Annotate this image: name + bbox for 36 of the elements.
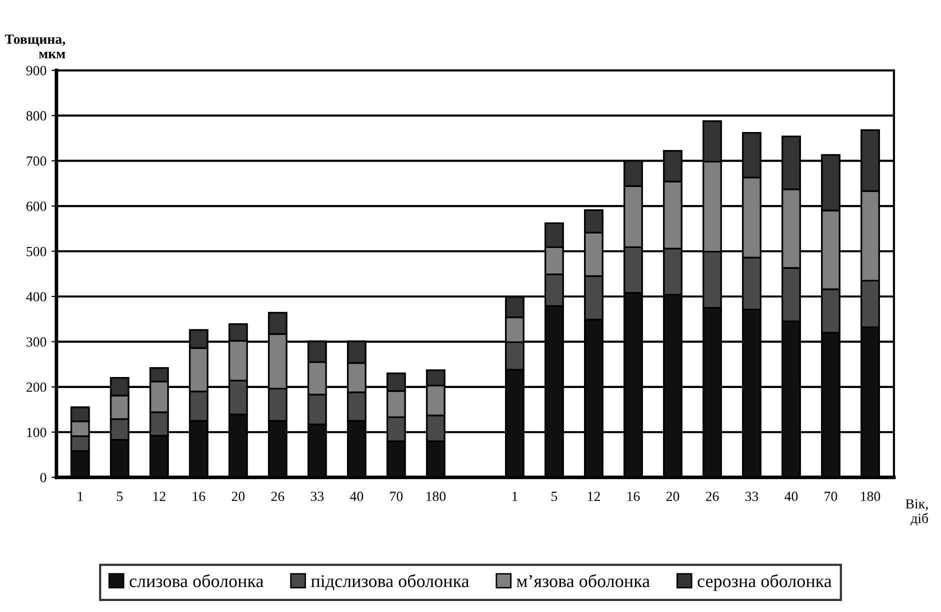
x-tick-label: 26: [706, 492, 719, 502]
x-tick-label: 1: [512, 492, 518, 501]
x-tick-label: 20: [232, 492, 245, 502]
x-tick-label: 180: [426, 492, 446, 502]
y-axis-title: Товщина, мкм: [4, 34, 66, 58]
legend-label: серозна оболонка: [698, 574, 832, 591]
x-axis-title: Вік, діб: [906, 499, 928, 526]
y-tick-label: 900: [26, 66, 46, 76]
x-tick-label: 12: [588, 492, 600, 501]
x-tick-label: 33: [745, 492, 758, 502]
x-tick-label: 5: [117, 492, 123, 502]
y-tick-label: 800: [26, 111, 46, 121]
x-tick-label: 1: [78, 492, 83, 501]
x-tick-label: 26: [271, 492, 284, 502]
y-tick-label: 500: [26, 246, 46, 256]
x-tick-label: 40: [784, 492, 798, 502]
x-tick-label: 16: [628, 492, 640, 502]
legend-label: підслизова оболонка: [311, 574, 470, 591]
x-tick-label: 70: [390, 492, 403, 502]
y-tick-label: 400: [26, 292, 46, 302]
x-tick-label: 12: [153, 492, 166, 501]
x-tick-label: 70: [824, 492, 838, 502]
y-tick-label: 600: [26, 202, 46, 211]
y-tick-label: 200: [26, 382, 46, 392]
legend-label: слизова оболонка: [130, 574, 264, 588]
x-tick-label: 33: [310, 492, 324, 502]
x-tick-label: 20: [666, 492, 680, 502]
x-tick-label: 180: [861, 492, 880, 502]
y-tick-label: 700: [26, 156, 46, 166]
x-tick-label: 40: [350, 492, 364, 502]
y-tick-label: 0: [40, 472, 46, 482]
y-tick-label: 100: [27, 428, 46, 438]
legend-label: м’язова оболонка: [516, 574, 650, 588]
x-tick-label: 16: [192, 492, 206, 502]
x-tick-label: 5: [552, 492, 558, 502]
y-tick-label: 300: [26, 337, 46, 347]
